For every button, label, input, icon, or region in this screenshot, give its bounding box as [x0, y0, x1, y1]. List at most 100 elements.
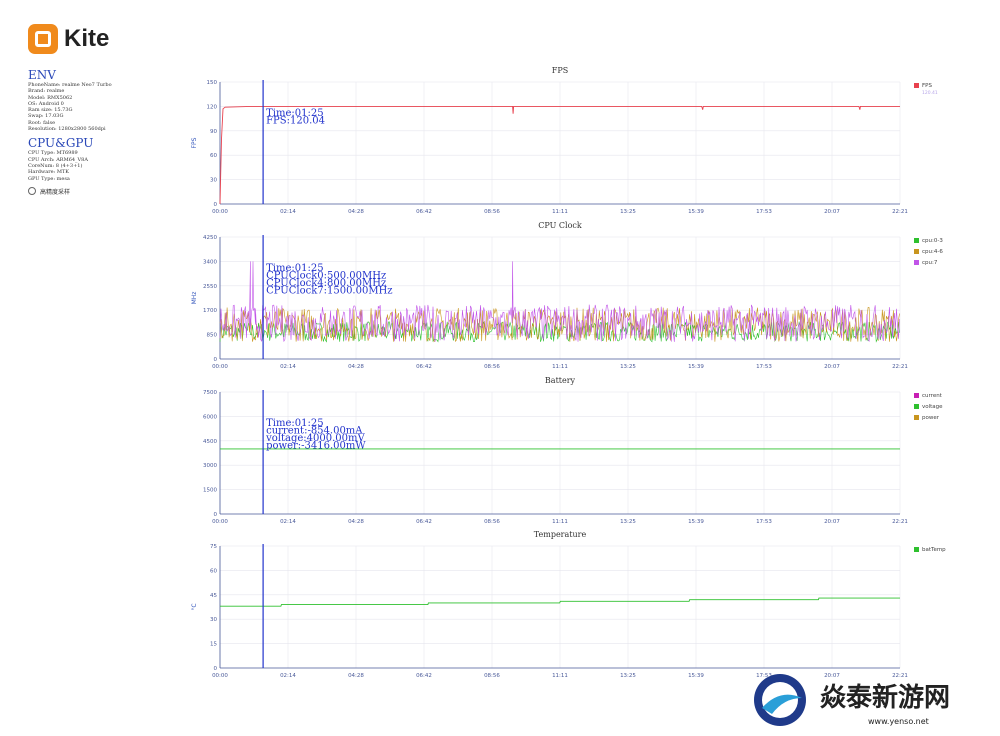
y-tick-label: 1500: [203, 488, 217, 494]
x-tick-label: 15:39: [688, 364, 704, 370]
legend-label: cpu:0-3: [922, 238, 943, 244]
x-tick-label: 04:28: [348, 673, 364, 679]
legend-label: power: [922, 415, 940, 421]
x-tick-label: 08:56: [484, 209, 500, 215]
y-tick-label: 30: [210, 617, 217, 623]
y-tick-label: 3000: [203, 463, 217, 469]
kite-logo-icon: [28, 24, 58, 54]
y-tick-label: 30: [210, 178, 217, 184]
x-tick-label: 22:21: [892, 364, 908, 370]
x-tick-label: 11:11: [552, 673, 568, 679]
legend-swatch: [914, 415, 919, 420]
high-precision-label: 高精度采样: [40, 188, 71, 196]
watermark-text: 焱泰新游网: [820, 682, 950, 713]
chart-title: Battery: [545, 376, 576, 385]
high-precision-option[interactable]: 高精度采样: [28, 187, 188, 196]
x-tick-label: 00:00: [212, 673, 228, 679]
cpu-gpu-heading: CPU&GPU: [28, 136, 94, 151]
x-tick-label: 04:28: [348, 519, 364, 525]
legend-sublabel: 120.41: [922, 90, 938, 96]
env-row: Ram size: 15.73G: [28, 107, 73, 114]
legend-label: FPS: [922, 83, 932, 89]
y-tick-label: 120: [207, 104, 218, 110]
kite-logo: Kite: [28, 24, 109, 54]
series-line-batTemp: [220, 597, 900, 607]
y-tick-label: 1700: [203, 308, 217, 314]
watermark: 焱泰新游网 www.yenso.net: [750, 668, 1000, 732]
x-tick-label: 00:00: [212, 209, 228, 215]
x-tick-label: 08:56: [484, 673, 500, 679]
x-tick-label: 22:21: [892, 673, 908, 679]
x-tick-label: 11:11: [552, 519, 568, 525]
y-axis-label: FPS: [191, 137, 198, 148]
series-line-cpu46: [219, 306, 900, 343]
x-tick-label: 02:14: [280, 209, 296, 215]
x-tick-label: 15:39: [688, 209, 704, 215]
env-row: Resolution: 1280x2800 560dpi: [28, 126, 106, 133]
cpu-gpu-row: CoreNum: 8 (4+3+1): [28, 162, 83, 169]
x-tick-label: 06:42: [416, 519, 432, 525]
y-tick-label: 850: [207, 333, 218, 339]
chart-title: CPU Clock: [538, 221, 582, 230]
y-tick-label: 60: [210, 568, 217, 574]
device-info-panel: ENV PhoneName: realme Neo7 Turbo Brand: r…: [28, 68, 188, 196]
legend-label: cpu:4-6: [922, 249, 943, 255]
x-tick-label: 08:56: [484, 519, 500, 525]
x-tick-label: 11:11: [552, 209, 568, 215]
battery-chart[interactable]: Battery 0 1500 3000 4500 6000 7500 00:00 02:14 04…: [190, 372, 950, 527]
legend-label: cpu:7: [922, 260, 938, 266]
env-heading: ENV: [28, 68, 56, 82]
radio-button[interactable]: [28, 187, 36, 196]
legend-swatch: [914, 260, 919, 265]
y-tick-label: 45: [210, 593, 217, 599]
cursor-readout: voltage:4000.00mV: [265, 433, 365, 444]
y-tick-label: 0: [214, 357, 218, 363]
series-line-FPS: [219, 105, 900, 205]
x-tick-label: 02:14: [280, 364, 296, 370]
y-tick-label: 150: [207, 80, 218, 86]
legend-swatch: [914, 238, 919, 243]
cursor-readout: CPUClock7:1500.00MHz: [266, 286, 392, 297]
env-row: PhoneName: realme Neo7 Turbo: [28, 82, 112, 88]
env-row: Brand: realme: [28, 88, 65, 95]
x-tick-label: 04:28: [348, 209, 364, 215]
temperature-chart[interactable]: Temperature °C 0 15 30 45 60 75 00:00 02:14 04:28 0…: [190, 526, 950, 681]
legend-swatch: [914, 393, 919, 398]
x-tick-label: 17:53: [756, 364, 772, 370]
cursor-readout: CPUClock4:800.00MHz: [266, 278, 386, 289]
x-tick-label: 17:53: [756, 673, 772, 679]
legend-label: current: [922, 393, 943, 399]
y-tick-label: 0: [214, 666, 218, 672]
env-row: OS: Android 0: [28, 100, 64, 107]
cursor-readout: current:-854.00mA: [266, 426, 363, 437]
cursor-readout: power:-3416.00mW: [266, 441, 366, 452]
cursor-readout: Time:01:25: [266, 418, 323, 429]
legend-swatch: [914, 547, 919, 552]
x-tick-label: 06:42: [416, 364, 432, 370]
y-tick-label: 60: [210, 153, 217, 159]
x-tick-label: 22:21: [892, 519, 908, 525]
cursor-readout: Time:01:25: [266, 108, 323, 119]
x-tick-label: 15:39: [688, 519, 704, 525]
x-tick-label: 20:07: [824, 673, 840, 679]
y-tick-label: 6000: [203, 414, 217, 420]
env-row: Swap: 17.03G: [28, 113, 64, 120]
x-tick-label: 06:42: [416, 673, 432, 679]
x-tick-label: 20:07: [824, 364, 840, 370]
x-tick-label: 20:07: [824, 519, 840, 525]
chart-title: Temperature: [534, 530, 587, 539]
cpu-gpu-row: Hardware: MTK: [28, 169, 70, 176]
x-tick-label: 22:21: [892, 209, 908, 215]
x-tick-label: 15:39: [688, 673, 704, 679]
watermark-url: www.yenso.net: [868, 717, 929, 726]
cpu-gpu-rows: CPU Type: MT6989 CPU Arch: ARM64_V8A CoreN…: [28, 150, 188, 181]
y-tick-label: 15: [210, 642, 217, 648]
y-tick-label: 0: [214, 202, 218, 208]
y-tick-label: 75: [210, 544, 217, 550]
cpu-clock-chart[interactable]: CPU Clock MHz 0 850 1700 2550 3400 4250 00:00 02:…: [190, 217, 950, 372]
fps-chart[interactable]: FPS FPS 0 30 60 90 120 150 00:00 02:14 04:28 06:42 0…: [190, 62, 950, 217]
y-tick-label: 2550: [203, 284, 217, 290]
logo-text: Kite: [64, 25, 110, 52]
y-tick-label: 4500: [203, 439, 217, 445]
env-row: Root: false: [28, 119, 56, 126]
